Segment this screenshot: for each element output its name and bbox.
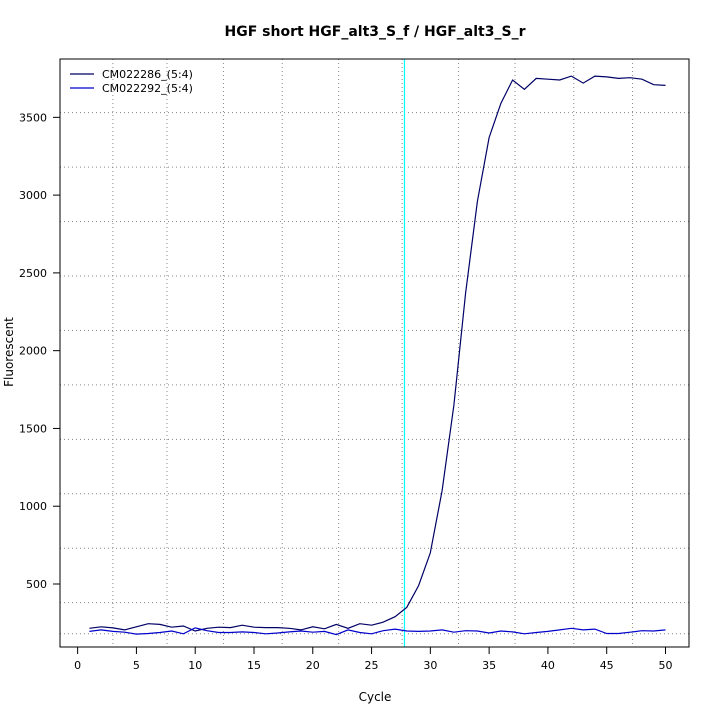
x-tick-label: 20 — [306, 659, 320, 672]
x-tick-label: 30 — [423, 659, 437, 672]
series-line-2 — [89, 627, 666, 636]
x-tick-label: 0 — [74, 659, 81, 672]
x-axis: 0 5 10 15 20 25 30 35 40 45 50 — [74, 647, 672, 672]
legend-label: CM022286_(5:4) — [102, 68, 193, 81]
y-axis: 500 1000 1500 2000 2500 3000 3500 — [19, 111, 60, 591]
y-tick-label: 2000 — [19, 345, 47, 358]
chart-title: HGF short HGF_alt3_S_f / HGF_alt3_S_r — [225, 24, 526, 40]
y-tick-label: 1500 — [19, 422, 47, 435]
x-tick-label: 35 — [482, 659, 496, 672]
x-tick-label: 10 — [188, 659, 202, 672]
y-tick-label: 3500 — [19, 111, 47, 124]
grid-lines — [60, 59, 689, 647]
x-axis-label: Cycle — [359, 690, 392, 704]
x-tick-label: 40 — [541, 659, 555, 672]
y-tick-label: 2500 — [19, 267, 47, 280]
x-tick-label: 5 — [133, 659, 140, 672]
y-tick-label: 1000 — [19, 500, 47, 513]
legend: CM022286_(5:4)CM022292_(5:4) — [70, 68, 193, 95]
y-axis-label: Fluorescent — [2, 317, 16, 387]
x-tick-label: 50 — [658, 659, 672, 672]
x-tick-label: 25 — [365, 659, 379, 672]
legend-label: CM022292_(5:4) — [102, 82, 193, 95]
x-tick-label: 45 — [600, 659, 614, 672]
y-tick-label: 500 — [26, 578, 47, 591]
x-tick-label: 15 — [247, 659, 261, 672]
series-lines — [89, 75, 666, 636]
y-tick-label: 3000 — [19, 189, 47, 202]
plot-area-border — [59, 58, 690, 648]
series-line-1 — [89, 75, 666, 632]
